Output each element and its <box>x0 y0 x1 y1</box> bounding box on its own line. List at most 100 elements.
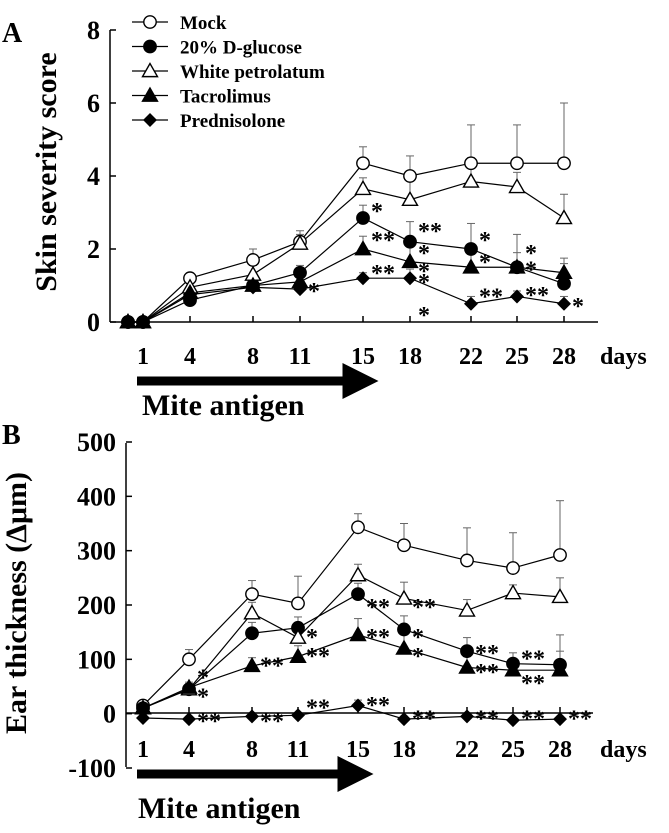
legend-marker-20-d-glucose <box>143 39 157 54</box>
significance-mark: * <box>525 257 537 283</box>
marker-prednisolone <box>293 282 307 297</box>
legend-marker-prednisolone <box>143 113 157 127</box>
legend-label-mock: Mock <box>180 13 227 34</box>
y-tick-label: 8 <box>87 16 100 45</box>
marker-mock <box>553 548 567 562</box>
panel-b-xlabel: days <box>600 737 647 763</box>
x-tick-label: 11 <box>289 344 312 370</box>
significance-mark: ** <box>306 644 330 670</box>
marker-20-d-glucose <box>464 242 478 256</box>
marker-tacrolimus <box>462 258 480 274</box>
legend-label-white-petrolatum: White petrolatum <box>180 62 325 83</box>
marker-tacrolimus <box>551 661 569 677</box>
significance-mark: ** <box>260 709 284 735</box>
x-tick-label: 8 <box>246 737 258 763</box>
significance-mark: * <box>525 241 537 267</box>
panel-a-x-ticks: 1 4 8 11 15 18 22 25 28 <box>137 316 576 370</box>
marker-prednisolone <box>557 296 571 311</box>
significance-mark: ** <box>525 283 549 309</box>
marker-mock <box>464 156 478 171</box>
marker-white-petrolatum <box>289 628 307 644</box>
significance-mark: * <box>418 270 430 296</box>
panel-b-letter: B <box>2 420 21 451</box>
panel-b-annotation: Mite antigen <box>138 792 301 825</box>
marker-prednisolone <box>291 708 305 723</box>
significance-mark: ** <box>371 228 395 254</box>
panel-a-series-lines <box>128 162 565 323</box>
significance-mark: ** <box>479 285 503 311</box>
marker-mock <box>291 596 305 611</box>
y-tick-label: 6 <box>87 89 100 118</box>
marker-20-d-glucose <box>351 587 365 602</box>
marker-mock <box>351 520 365 535</box>
marker-white-petrolatum <box>508 178 526 194</box>
marker-white-petrolatum <box>354 179 372 196</box>
significance-mark: ** <box>366 693 390 719</box>
marker-white-petrolatum <box>551 587 569 604</box>
significance-mark: * <box>308 279 320 305</box>
y-tick-label: 4 <box>87 162 100 191</box>
x-tick-label: 8 <box>247 344 259 370</box>
panel-a-legend: Mock 20% D-glucose White petrolatum Tacroli… <box>132 13 325 132</box>
significance-mark: ** <box>521 647 545 673</box>
marker-white-petrolatum <box>555 209 573 225</box>
marker-white-petrolatum <box>401 190 419 207</box>
x-tick-label: 15 <box>346 737 370 763</box>
panel-a-significance: ******************** * <box>308 199 584 329</box>
y-tick-label: 100 <box>77 645 116 674</box>
marker-20-d-glucose <box>245 626 259 641</box>
x-tick-label: 4 <box>184 344 196 370</box>
marker-mock <box>182 652 196 667</box>
marker-tacrolimus <box>349 625 367 642</box>
marker-mock <box>510 156 524 171</box>
x-tick-label: 25 <box>501 737 525 763</box>
significance-mark: ** <box>475 641 499 667</box>
marker-20-d-glucose <box>403 234 417 249</box>
marker-prednisolone <box>553 712 567 727</box>
significance-mark: ** <box>412 706 436 732</box>
x-tick-label: 1 <box>137 737 149 763</box>
marker-mock <box>460 553 474 568</box>
marker-20-d-glucose <box>397 622 411 637</box>
x-tick-label: 22 <box>455 737 479 763</box>
significance-mark: * <box>371 199 383 225</box>
significance-mark: * <box>197 666 209 692</box>
marker-prednisolone <box>121 315 135 329</box>
significance-mark: ** <box>366 625 390 651</box>
marker-white-petrolatum <box>395 589 413 605</box>
panel-a-ylabel: Skin severity score <box>30 52 63 291</box>
marker-white-petrolatum <box>349 566 367 582</box>
marker-white-petrolatum <box>458 601 476 617</box>
significance-mark: ** <box>260 654 284 680</box>
panel-b-ylabel: Ear thickness (Δμm) <box>0 472 33 734</box>
significance-mark: ** <box>197 709 221 735</box>
significance-mark: * <box>479 250 491 276</box>
significance-mark: ** <box>568 706 592 732</box>
series-line-prednisolone <box>128 277 565 323</box>
significance-mark: * <box>412 625 424 651</box>
significance-mark: ** <box>521 671 545 697</box>
legend-marker-tacrolimus <box>141 86 159 102</box>
panel-a-markers <box>119 156 573 329</box>
y-tick-label: 400 <box>77 482 116 511</box>
marker-tacrolimus <box>289 647 307 663</box>
marker-20-d-glucose <box>356 211 370 225</box>
marker-tacrolimus <box>555 263 573 280</box>
y-tick-label: 300 <box>77 537 116 566</box>
marker-prednisolone <box>506 713 520 728</box>
marker-mock <box>246 253 260 267</box>
x-tick-label: 15 <box>351 344 375 370</box>
panel-b: B Ear thickness (Δμm) -100 0 100 200 300 400 5… <box>0 420 647 825</box>
marker-mock <box>557 156 571 171</box>
panel-a-letter: A <box>2 18 23 49</box>
marker-prednisolone <box>136 711 150 726</box>
marker-mock <box>403 169 417 183</box>
marker-mock <box>506 561 520 575</box>
legend-marker-white-petrolatum <box>141 62 159 78</box>
panel-a-xlabel: days <box>600 344 647 370</box>
marker-white-petrolatum <box>243 604 261 620</box>
significance-mark: ** <box>366 595 390 621</box>
significance-mark: ** <box>418 219 442 245</box>
marker-tacrolimus <box>458 658 476 674</box>
